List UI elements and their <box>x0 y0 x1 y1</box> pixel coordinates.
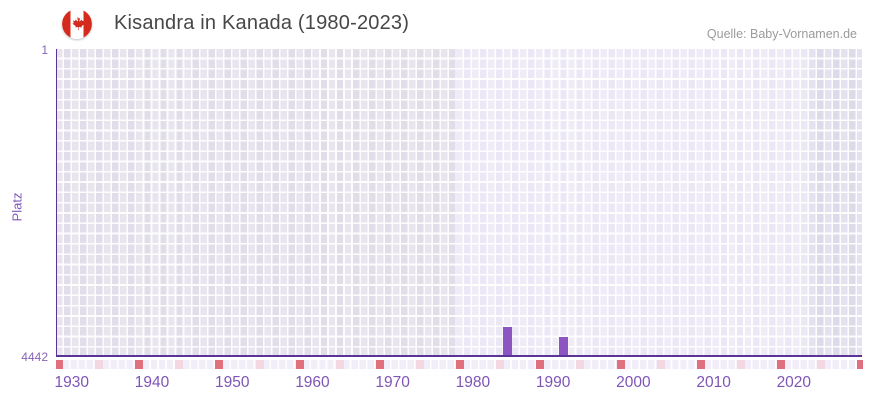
year-marker-1960 <box>295 360 304 369</box>
year-marker-2005 <box>656 360 665 369</box>
x-tick-label-2000: 2000 <box>616 374 651 391</box>
x-axis-line <box>56 355 862 357</box>
rank-bar-1986[interactable] <box>503 327 513 357</box>
year-marker-2020 <box>777 360 786 369</box>
year-marker-1995 <box>576 360 585 369</box>
year-marker-2015 <box>736 360 745 369</box>
plot-band-data-range <box>455 49 809 357</box>
y-axis-tick-bottom: 4442 <box>21 350 48 364</box>
y-axis-title: Platz <box>9 192 25 222</box>
x-tick-label-1940: 1940 <box>134 374 170 391</box>
year-marker-1945 <box>175 360 184 369</box>
x-tick-label-2020: 2020 <box>776 374 812 391</box>
year-marker-2010 <box>696 360 705 369</box>
year-marker-1975 <box>416 360 425 369</box>
year-marker-2025 <box>817 360 826 369</box>
year-marker-1980 <box>456 360 465 369</box>
x-tick-label-1930: 1930 <box>54 374 89 391</box>
plot-band-pre-range <box>56 49 456 357</box>
x-tick-label-1970: 1970 <box>375 374 410 391</box>
x-axis-labels: 1930 1940 1950 1960 1970 1980 1990 2000 2010 2020 <box>54 374 868 396</box>
year-marker-1990 <box>536 360 545 369</box>
x-tick-label-2010: 2010 <box>696 374 731 391</box>
x-tick-label-1950: 1950 <box>214 374 250 391</box>
year-marker-2000 <box>616 360 625 369</box>
plot-band-post-range <box>808 49 862 357</box>
source-credit: Quelle: Baby-Vornamen.de <box>706 27 857 41</box>
rank-bar-1993[interactable] <box>559 337 569 357</box>
year-marker-1940 <box>135 360 144 369</box>
x-tick-label-1980: 1980 <box>455 374 491 391</box>
year-marker-1985 <box>496 360 505 369</box>
year-marker-1970 <box>375 360 384 369</box>
plot-area <box>56 49 862 357</box>
y-axis-line <box>56 49 58 357</box>
year-marker-2030 <box>857 360 863 369</box>
year-marker-1930 <box>56 360 63 369</box>
x-tick-label-1960: 1960 <box>295 374 330 391</box>
year-marker-1950 <box>215 360 224 369</box>
year-marker-1965 <box>335 360 344 369</box>
x-tick-label-1990: 1990 <box>535 374 571 391</box>
year-marker-1955 <box>255 360 264 369</box>
year-marker-1935 <box>95 360 104 369</box>
axis-marker-row <box>56 360 863 369</box>
y-axis-tick-top: 1 <box>41 43 48 57</box>
chart-title: Kisandra in Kanada (1980-2023) <box>114 12 410 34</box>
canada-flag-icon <box>62 9 92 39</box>
